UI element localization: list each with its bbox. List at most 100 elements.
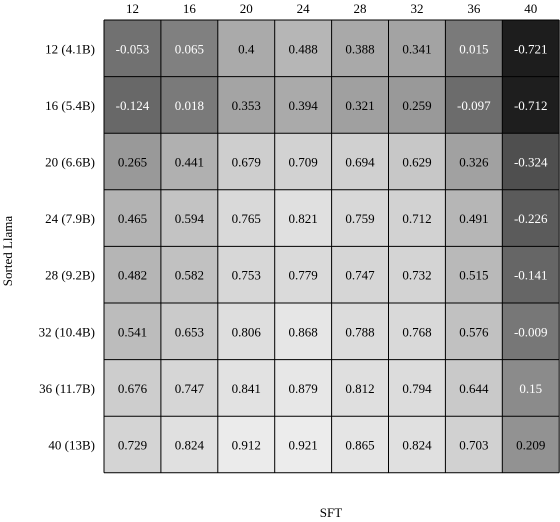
cell-value-label: 0.841	[232, 381, 261, 396]
y-axis-title: Sorted Llama	[0, 216, 15, 287]
cell-value-label: 0.824	[402, 438, 432, 453]
heatmap-cell	[274, 133, 332, 190]
heatmap-cell	[160, 416, 218, 473]
heatmap-cell	[331, 20, 389, 77]
cell-value-label: 0.732	[402, 268, 431, 283]
heatmap-cell	[445, 246, 503, 303]
cell-value-label: 0.709	[289, 155, 318, 170]
cell-value-label: -0.097	[457, 98, 491, 113]
cell-value-label: 0.865	[345, 438, 374, 453]
heatmap-cell	[331, 416, 389, 473]
x-tick-label: 36	[467, 1, 481, 16]
cell-value-label: 0.824	[175, 438, 205, 453]
y-tick-labels: 12 (4.1B) 16 (5.4B) 20 (6.6B) 24 (7.9B) 28 (…	[39, 41, 95, 452]
y-tick-label: 40 (13B)	[48, 438, 95, 453]
heatmap-cell	[274, 416, 332, 473]
cell-value-label: 0.921	[289, 438, 318, 453]
heatmap-cell	[217, 246, 275, 303]
cell-value-label: 0.794	[402, 381, 432, 396]
heatmap-cell	[388, 20, 446, 77]
x-tick-label: 40	[524, 1, 537, 16]
cell-value-label: 0.812	[345, 381, 374, 396]
cell-value-label: 0.753	[232, 268, 261, 283]
heatmap-grid	[103, 19, 560, 474]
heatmap-cell	[217, 416, 275, 473]
heatmap-cell	[104, 359, 161, 417]
heatmap-cell	[445, 359, 503, 417]
heatmap-cell	[274, 359, 332, 417]
cell-value-label: -0.712	[514, 98, 548, 113]
x-tick-label: 24	[297, 1, 311, 16]
cell-value-label: 0.015	[459, 41, 488, 56]
cell-value-label: 0.594	[175, 211, 205, 226]
heatmap-cell	[445, 189, 503, 247]
y-tick-label: 36 (11.7B)	[39, 381, 95, 396]
cell-value-label: -0.053	[116, 41, 150, 56]
heatmap-cell	[217, 303, 275, 360]
cell-value-label: 0.15	[519, 381, 542, 396]
cell-value-label: 0.018	[175, 98, 204, 113]
cell-value-label: 0.912	[232, 438, 261, 453]
heatmap-cell	[104, 303, 161, 360]
heatmap-cell	[502, 416, 560, 473]
cell-value-label: 0.788	[345, 324, 374, 339]
cell-value-label: -0.721	[514, 41, 548, 56]
cell-value-label: 0.703	[459, 438, 488, 453]
cell-value-label: 0.353	[232, 98, 261, 113]
cell-value-label: -0.124	[116, 98, 150, 113]
heatmap-cell	[502, 76, 560, 134]
cell-value-label: 0.265	[118, 155, 147, 170]
heatmap-cell	[502, 189, 560, 247]
y-tick-label: 20 (6.6B)	[45, 155, 95, 170]
heatmap-cell	[160, 359, 218, 417]
cell-value-label: 0.541	[118, 324, 147, 339]
cell-value-label: 0.482	[118, 268, 147, 283]
cell-value-label: 0.821	[289, 211, 318, 226]
heatmap-cell	[217, 359, 275, 417]
cell-value-label: 0.747	[175, 381, 205, 396]
heatmap-cell	[388, 303, 446, 360]
heatmap-cell	[445, 76, 503, 134]
cell-value-label: -0.141	[514, 268, 548, 283]
heatmap-cell	[160, 20, 218, 77]
heatmap-cell	[502, 246, 560, 303]
cell-value-label: 0.582	[175, 268, 204, 283]
heatmap-cell	[104, 189, 161, 247]
y-tick-label: 32 (10.4B)	[39, 324, 95, 339]
y-tick-label: 28 (9.2B)	[45, 268, 95, 283]
heatmap-cell	[160, 133, 218, 190]
x-tick-label: 20	[240, 1, 253, 16]
cell-value-label: 0.321	[345, 98, 374, 113]
heatmap-cell	[104, 133, 161, 190]
heatmap-cell	[445, 303, 503, 360]
x-tick-label: 32	[410, 1, 423, 16]
cell-value-label: 0.679	[232, 155, 261, 170]
cell-value-label: 0.488	[289, 41, 318, 56]
y-tick-label: 16 (5.4B)	[45, 98, 95, 113]
cell-value-label: 0.465	[118, 211, 147, 226]
heatmap-cell	[388, 359, 446, 417]
cell-value-label: 0.326	[459, 155, 489, 170]
cell-value-label: 0.868	[289, 324, 318, 339]
heatmap-cells: -0.053 0.065 0.4 0.488 0.388 0.341 0.015 -0.721…	[104, 20, 560, 473]
heatmap-cell	[331, 189, 389, 247]
heatmap-cell	[388, 133, 446, 190]
y-tick-label: 24 (7.9B)	[45, 211, 95, 226]
heatmap-cell	[502, 303, 560, 360]
heatmap-cell	[160, 76, 218, 134]
cell-value-label: 0.394	[289, 98, 319, 113]
heatmap-cell	[160, 189, 218, 247]
cell-value-label: 0.515	[459, 268, 488, 283]
cell-value-label: 0.694	[345, 155, 375, 170]
cell-value-label: 0.644	[459, 381, 489, 396]
heatmap-cell	[388, 246, 446, 303]
heatmap-cell	[274, 189, 332, 247]
cell-value-label: 0.879	[289, 381, 318, 396]
cell-value-label: 0.4	[238, 41, 255, 56]
heatmap-cell	[502, 133, 560, 190]
cell-value-label: 0.712	[402, 211, 431, 226]
heatmap-cell	[217, 189, 275, 247]
heatmap-cell	[274, 303, 332, 360]
cell-value-label: 0.065	[175, 41, 204, 56]
